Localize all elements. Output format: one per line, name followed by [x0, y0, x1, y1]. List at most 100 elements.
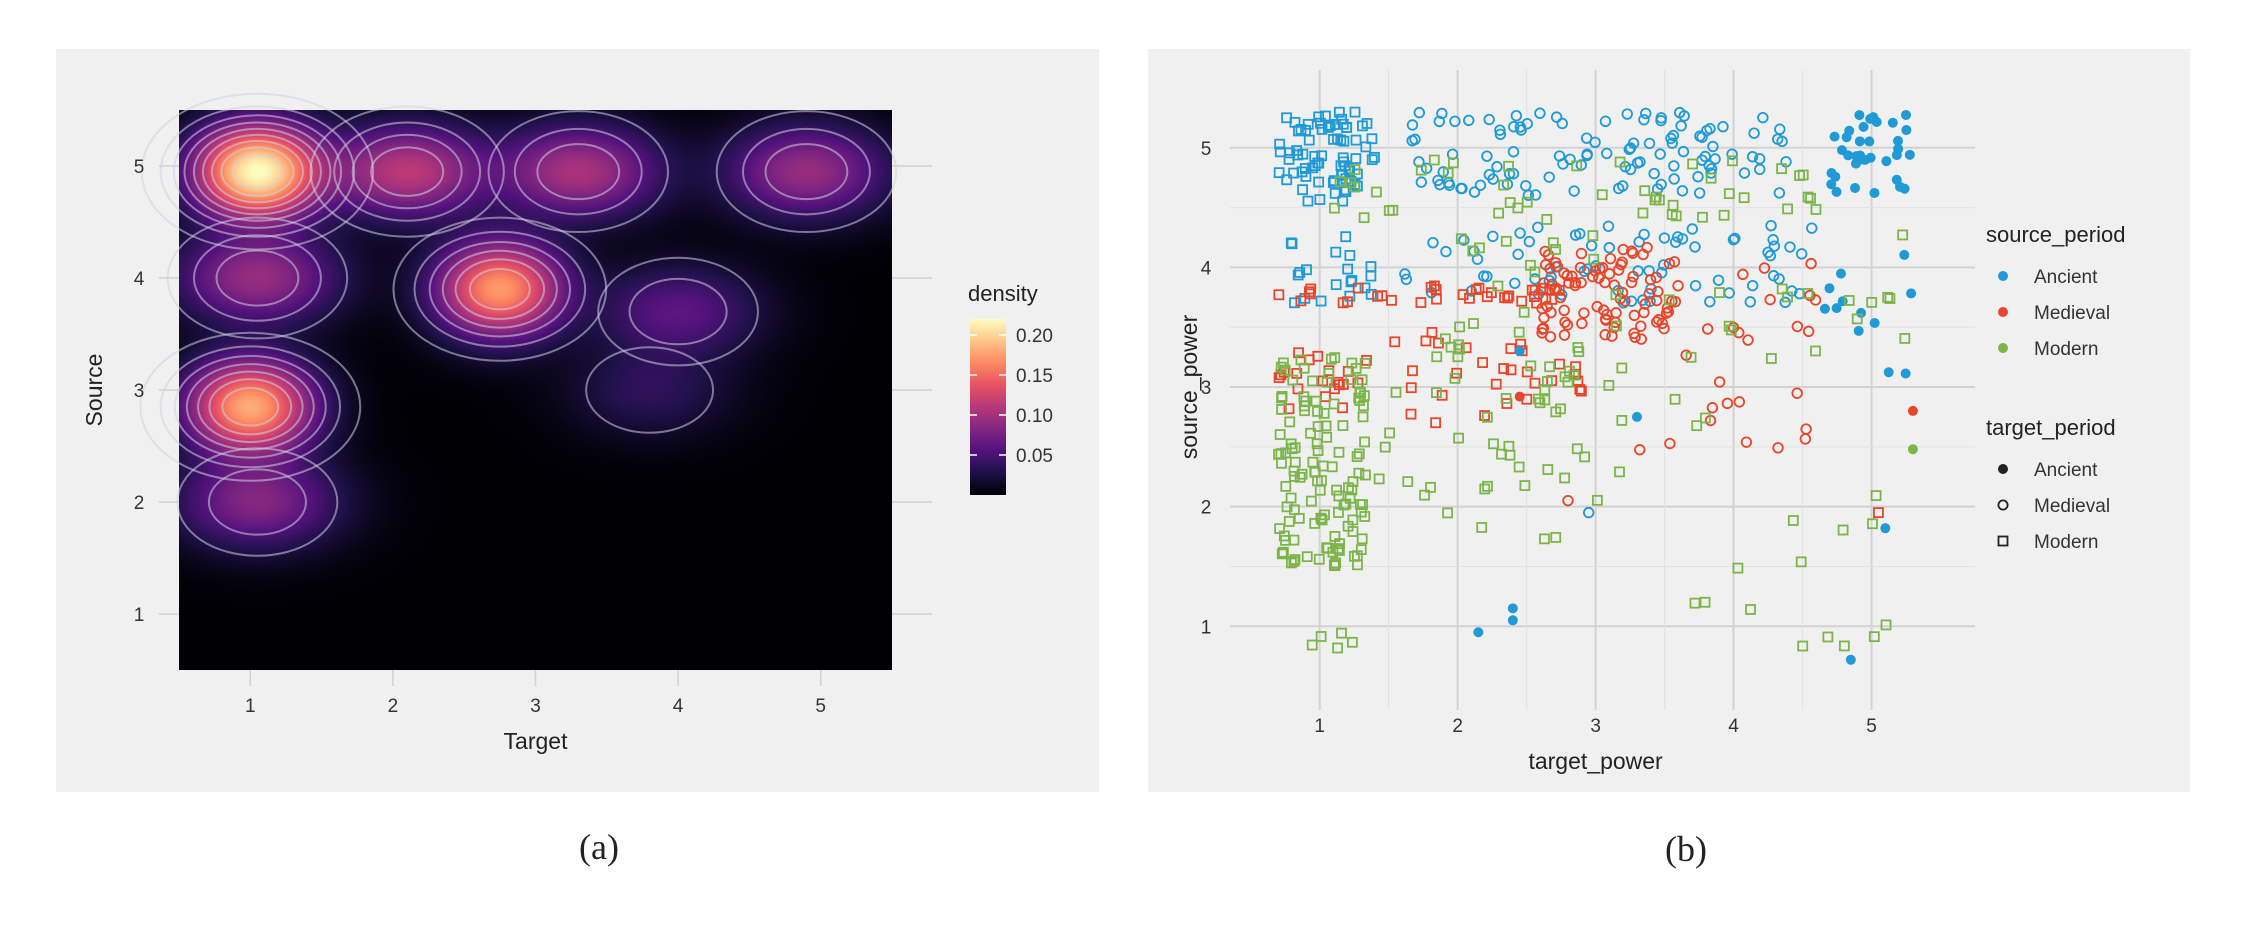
scatter-point — [1355, 544, 1367, 556]
scatter-point — [1758, 262, 1771, 274]
scatter-point — [1379, 441, 1391, 453]
legend-color-label: Modern — [2034, 339, 2098, 360]
scatter-point — [1312, 445, 1324, 456]
scatter-point — [1624, 163, 1637, 176]
legend-shape-key — [1998, 464, 2008, 474]
scatter-point — [1704, 295, 1716, 308]
scatter-point — [1718, 209, 1730, 221]
scatter-point — [1295, 295, 1307, 307]
scatter-point — [1273, 372, 1285, 384]
scatter-point — [1564, 365, 1575, 377]
scatter-point — [1289, 297, 1300, 309]
scatter-point — [1322, 122, 1334, 133]
scatter-point — [1641, 241, 1653, 254]
caption-a: (a) — [579, 827, 619, 867]
scatter-point — [1593, 272, 1605, 284]
scatter-point — [1793, 287, 1806, 300]
density-contour — [597, 256, 760, 367]
scatter-point — [1608, 321, 1620, 334]
scatter-point — [1670, 210, 1682, 222]
scatter-point — [1305, 427, 1316, 439]
scatter-point — [1305, 495, 1317, 507]
scatter-point — [1312, 421, 1324, 432]
scatter-point — [1431, 293, 1442, 305]
scatter-point — [1276, 457, 1287, 469]
scatter-point — [1668, 256, 1681, 268]
scatter-point — [1334, 379, 1345, 391]
scatter-point — [1473, 282, 1485, 294]
scatter-point — [1500, 235, 1512, 247]
scatter-point — [1587, 230, 1599, 241]
scatter-point — [1574, 228, 1586, 240]
scatter-point — [1294, 267, 1306, 278]
scatter-point — [1508, 121, 1520, 133]
scatter-point — [1345, 374, 1357, 385]
scatter-point — [1571, 443, 1583, 455]
scatter-point — [1776, 283, 1788, 295]
scatter-point — [1550, 282, 1563, 295]
scatter-point — [1335, 134, 1347, 146]
scatter-point — [1727, 155, 1738, 167]
scatter-point — [1881, 156, 1892, 167]
scatter-point — [1353, 467, 1365, 479]
density-contour — [585, 346, 715, 434]
scatter-point — [1427, 236, 1439, 249]
scatter-point — [1648, 167, 1660, 180]
scatter-point — [1767, 234, 1779, 246]
y-tick-label: 4 — [134, 269, 145, 290]
scatter-point — [1280, 534, 1291, 546]
scatter-point — [1539, 245, 1551, 258]
x-tick-label: 5 — [1866, 716, 1877, 737]
scatter-point — [1334, 176, 1346, 188]
scatter-point — [1871, 117, 1882, 128]
y-tick-label: 5 — [1201, 139, 1212, 160]
scatter-point — [1562, 376, 1574, 388]
scatter-point — [1332, 642, 1343, 654]
scatter-point — [1644, 273, 1657, 286]
scatter-point — [1420, 335, 1432, 347]
scatter-point — [1643, 137, 1656, 150]
scatter-point — [1591, 494, 1603, 506]
scatter-point — [1494, 128, 1507, 140]
y-tick-label: 4 — [1201, 258, 1212, 279]
scatter-point — [1276, 548, 1288, 560]
scatter-point — [1635, 333, 1648, 345]
density-contour — [741, 127, 871, 216]
scatter-point — [1468, 318, 1479, 329]
scatter-point — [1518, 306, 1530, 318]
scatter-point — [1603, 242, 1615, 254]
scatter-point — [1678, 110, 1690, 122]
scatter-point — [1541, 214, 1553, 225]
scatter-point — [1442, 167, 1454, 179]
scatter-point — [1295, 123, 1307, 135]
scatter-point — [1477, 357, 1489, 368]
x-tick-label: 3 — [530, 696, 541, 717]
density-contour — [201, 133, 313, 210]
scatter-point — [1453, 339, 1465, 351]
scatter-point — [1603, 268, 1616, 280]
density-contour — [159, 345, 342, 469]
scatter-point — [1323, 365, 1335, 377]
scatter-point — [1650, 271, 1663, 284]
scatter-point — [1289, 456, 1301, 468]
density-heatmap — [179, 110, 892, 670]
scatter-point — [1337, 297, 1349, 309]
scatter-point — [1494, 124, 1506, 136]
scatter-point — [1361, 354, 1372, 366]
scatter-point — [1273, 167, 1285, 179]
scatter-point — [1505, 364, 1517, 376]
scatter-point — [1292, 269, 1304, 281]
scatter-point — [1776, 163, 1787, 175]
scatter-point — [1288, 556, 1300, 567]
scatter-point — [1293, 125, 1304, 137]
scatter-point — [1314, 484, 1326, 496]
scatter-point — [1765, 353, 1777, 364]
density-contour — [173, 354, 327, 459]
scatter-point — [1634, 444, 1646, 456]
scatter-point — [1344, 250, 1356, 261]
scatter-point — [1768, 240, 1781, 252]
scatter-point — [1280, 480, 1292, 492]
density-contour — [351, 133, 463, 210]
scatter-point — [1307, 375, 1318, 387]
scatter-point — [1721, 397, 1734, 410]
